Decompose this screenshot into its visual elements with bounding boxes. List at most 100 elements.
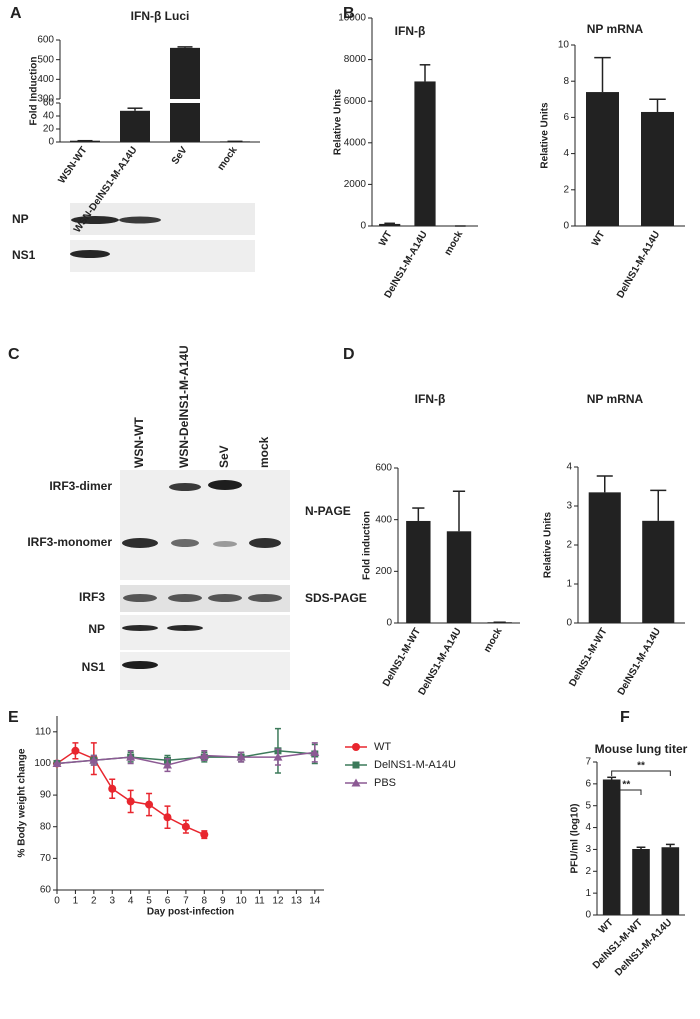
- y-tick-label: 90: [40, 790, 52, 801]
- marker: [352, 761, 360, 769]
- blot-band: [122, 625, 158, 631]
- y-axis-label: Relative Units: [333, 88, 344, 155]
- legend-item: WT: [345, 741, 391, 753]
- y-tick-label: 3: [585, 844, 591, 855]
- significance-bracket: [611, 789, 642, 795]
- x-tick-label: 4: [128, 896, 134, 907]
- blot-label: IRF3: [79, 590, 105, 604]
- blot-band: [208, 594, 242, 602]
- marker: [200, 830, 209, 839]
- y-tick-label: 0: [48, 137, 54, 148]
- lane-label: WSN-DelNS1-M-A14U: [177, 345, 191, 468]
- annotation: **: [637, 761, 645, 772]
- panel-letter: D: [343, 346, 355, 363]
- y-axis-label: Relative Units: [540, 102, 551, 169]
- gel-label: SDS-PAGE: [305, 591, 367, 605]
- x-tick-label: DelNS1-M-WT: [567, 626, 609, 688]
- y-axis-label: Fold induction: [362, 511, 373, 580]
- y-tick-label: 0: [360, 221, 366, 232]
- bar: [406, 520, 431, 623]
- bar: [602, 779, 621, 915]
- y-tick-label: 70: [40, 853, 52, 864]
- blot-band: [70, 250, 110, 258]
- marker: [273, 752, 283, 761]
- marker: [162, 760, 172, 769]
- blot-band: [169, 483, 201, 491]
- blot-label: NS1: [12, 248, 36, 262]
- chart-title: NP mRNA: [587, 392, 644, 406]
- y-tick-label: 200: [375, 566, 392, 577]
- y-tick-label: 80: [40, 821, 52, 832]
- blot-label: NP: [12, 212, 29, 226]
- y-tick-label: 60: [40, 885, 52, 896]
- x-tick-label: 13: [291, 896, 303, 907]
- y-tick-label: 4000: [344, 137, 367, 148]
- chart: 0 2 4 6 8 10 Relative Units NP mRNA WT DelNS1-M-A…: [540, 22, 685, 300]
- x-tick-label: 11: [254, 896, 265, 907]
- y-tick-label: 1: [585, 888, 591, 899]
- marker: [352, 743, 360, 751]
- panel-letter: E: [8, 709, 19, 726]
- significance-bracket: [611, 770, 671, 776]
- bar: [379, 223, 401, 226]
- bar: [120, 110, 150, 142]
- legend-label: WT: [374, 741, 391, 753]
- x-tick-label: WT: [377, 229, 394, 248]
- y-tick-label: 2: [566, 540, 572, 551]
- y-tick-label: 7: [585, 757, 591, 768]
- blot-band: [122, 538, 158, 548]
- bar: [632, 848, 650, 915]
- blot-band: [122, 661, 158, 669]
- chart: 0 200 400 600 Fold induction IFN-β DelNS1-M-WT…: [362, 392, 520, 697]
- x-tick-label: DelNS1-M-A14U: [417, 626, 464, 697]
- x-tick-label: 2: [91, 896, 97, 907]
- blot-band: [213, 541, 237, 547]
- y-tick-label: 20: [43, 124, 55, 135]
- marker: [126, 752, 136, 761]
- x-tick-label: mock: [216, 145, 240, 173]
- x-tick-label: 8: [202, 896, 208, 907]
- blot-band: [119, 216, 161, 224]
- y-tick-label: 60: [43, 98, 55, 109]
- bar: [414, 81, 436, 226]
- marker: [351, 778, 361, 787]
- blot-band: [249, 538, 281, 548]
- legend-label: PBS: [374, 777, 396, 789]
- y-axis-label: Relative Units: [543, 511, 554, 578]
- blot-band: [171, 539, 199, 547]
- x-tick-label: 10: [236, 896, 248, 907]
- x-tick-label: SeV: [170, 145, 190, 167]
- band-label: IRF3-dimer: [49, 479, 112, 493]
- y-tick-label: 0: [585, 910, 591, 921]
- marker: [108, 784, 117, 793]
- y-tick-label: 10: [558, 40, 570, 51]
- bar: [586, 92, 619, 226]
- blot-band: [123, 594, 157, 602]
- blot-band: [208, 480, 242, 490]
- x-tick-label: 0: [54, 896, 60, 907]
- marker: [181, 822, 190, 831]
- blot-label: NP: [88, 622, 105, 636]
- bar: [661, 847, 680, 915]
- x-tick-label: 5: [146, 896, 152, 907]
- y-tick-label: 10000: [338, 13, 366, 24]
- y-tick-label: 0: [563, 221, 569, 232]
- annotation: **: [622, 780, 630, 791]
- marker: [71, 746, 80, 755]
- y-tick-label: 6000: [344, 96, 367, 107]
- band-label: IRF3-monomer: [27, 535, 112, 549]
- y-axis-label: % Body weight change: [17, 748, 28, 857]
- chart: 0 1 2 3 4 Relative Units NP mRNA DelNS1-M-WT Del…: [543, 392, 685, 697]
- y-tick-label: 500: [37, 54, 54, 65]
- y-tick-label: 2: [585, 866, 591, 877]
- marker: [163, 813, 172, 822]
- x-tick-label: 6: [165, 896, 171, 907]
- legend-label: DelNS1-M-A14U: [374, 759, 456, 771]
- y-tick-label: 4: [563, 148, 569, 159]
- y-tick-label: 2000: [344, 179, 367, 190]
- blot-strip: [120, 652, 290, 690]
- marker: [89, 755, 99, 764]
- x-tick-label: DelNS1-M-A14U: [613, 917, 674, 978]
